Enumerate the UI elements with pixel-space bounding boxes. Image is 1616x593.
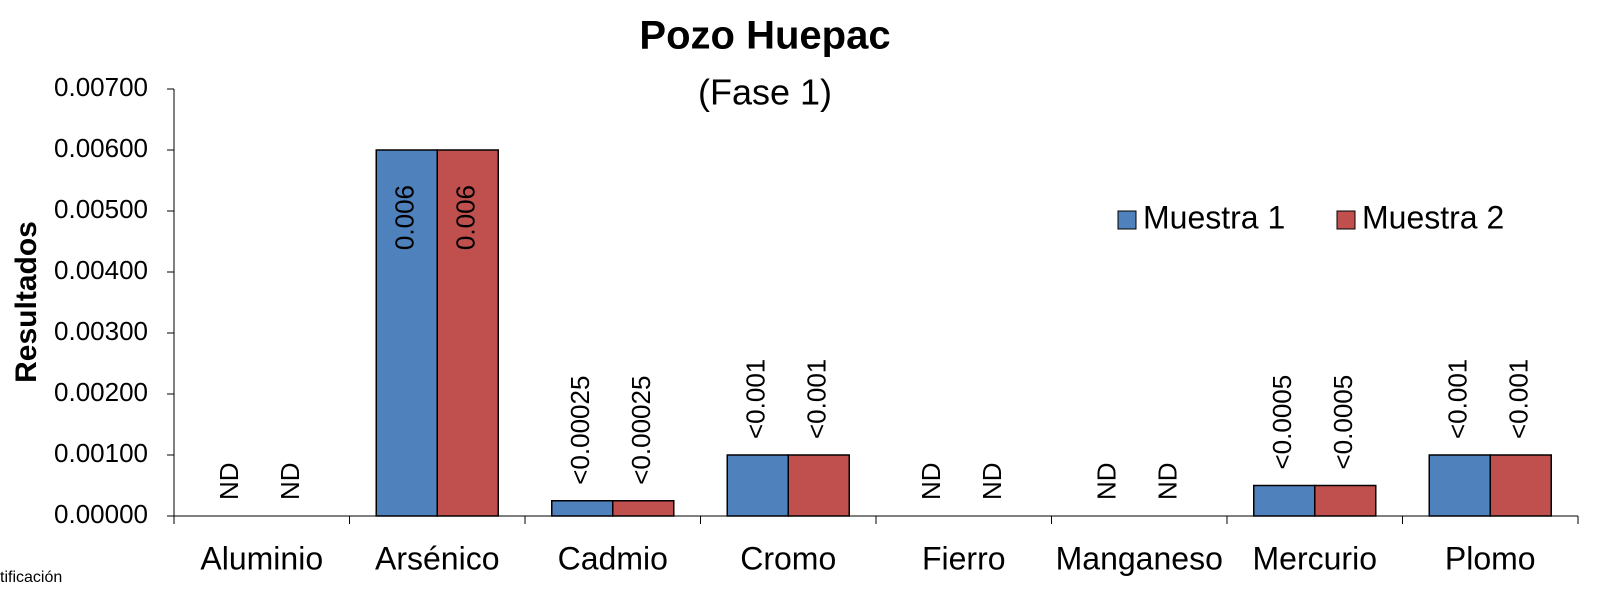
y-tick-label: 0.00600 xyxy=(54,133,148,163)
x-tick-label: Mercurio xyxy=(1253,540,1377,576)
bar xyxy=(726,454,789,517)
value-label: ND xyxy=(916,462,946,500)
y-tick-label: 0.00300 xyxy=(54,316,148,346)
value-label: <0.001 xyxy=(802,359,832,439)
value-label: ND xyxy=(1153,462,1183,500)
x-tick-label: Plomo xyxy=(1445,540,1536,576)
legend-swatch xyxy=(1336,210,1356,230)
value-label: <0.001 xyxy=(1504,359,1534,439)
bar xyxy=(375,149,438,517)
x-tick-label: Arsénico xyxy=(375,540,500,576)
value-label: <0.00025 xyxy=(565,376,595,485)
legend-swatch xyxy=(1117,210,1137,230)
bar xyxy=(787,454,850,517)
value-label: 0.006 xyxy=(390,185,420,250)
value-label: <0.0005 xyxy=(1328,375,1358,470)
chart-subtitle: (Fase 1) xyxy=(698,72,832,113)
y-tick-label: 0.00000 xyxy=(54,499,148,529)
value-label: 0.006 xyxy=(451,185,481,250)
x-tick-label: Manganeso xyxy=(1056,540,1223,576)
x-tick-label: Cromo xyxy=(740,540,836,576)
y-tick-label: 0.00500 xyxy=(54,194,148,224)
bar xyxy=(1428,454,1491,517)
value-label: <0.0005 xyxy=(1267,375,1297,470)
bar xyxy=(612,500,675,517)
value-label: ND xyxy=(275,462,305,500)
x-tick-label: Cadmio xyxy=(558,540,668,576)
bar xyxy=(1253,484,1316,517)
bar xyxy=(1489,454,1552,517)
x-tick-label: Fierro xyxy=(922,540,1006,576)
value-label: ND xyxy=(214,462,244,500)
value-label: ND xyxy=(977,462,1007,500)
y-tick-label: 0.00700 xyxy=(54,72,148,102)
chart-title: Pozo Huepac xyxy=(639,14,890,58)
y-axis-label: Resultados xyxy=(10,221,43,383)
legend-label: Muestra 2 xyxy=(1362,199,1504,235)
footnote: tificación xyxy=(0,569,62,586)
value-label: <0.001 xyxy=(741,359,771,439)
value-label: <0.001 xyxy=(1443,359,1473,439)
bar xyxy=(551,500,614,517)
bar xyxy=(436,149,499,517)
y-tick-label: 0.00400 xyxy=(54,255,148,285)
y-tick-label: 0.00200 xyxy=(54,377,148,407)
value-label: ND xyxy=(1092,462,1122,500)
legend-label: Muestra 1 xyxy=(1143,199,1285,235)
x-tick-label: Aluminio xyxy=(200,540,323,576)
y-tick-label: 0.00100 xyxy=(54,438,148,468)
bar xyxy=(1314,484,1377,517)
value-label: <0.00025 xyxy=(626,376,656,485)
